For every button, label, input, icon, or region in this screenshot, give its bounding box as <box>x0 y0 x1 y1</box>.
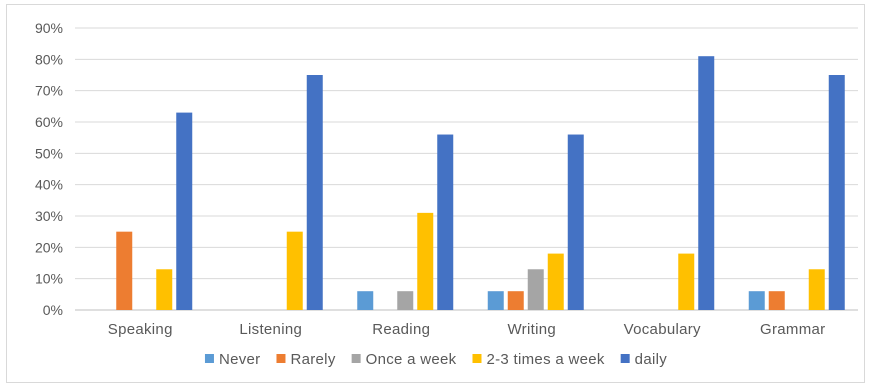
x-category-label: Reading <box>372 321 430 338</box>
bar-once-a-week-writing <box>527 269 544 310</box>
legend-label: 2-3 times a week <box>486 351 604 368</box>
bar-never-grammar <box>748 291 765 310</box>
y-tick-label: 20% <box>35 239 63 255</box>
bars <box>116 56 845 311</box>
x-category-label: Grammar <box>760 321 825 338</box>
bar-2-3-times-a-week-reading <box>417 212 434 310</box>
bar-2-3-times-a-week-speaking <box>156 269 173 310</box>
y-tick-label: 90% <box>35 20 63 36</box>
bar-daily-speaking <box>176 112 193 310</box>
x-category-label: Listening <box>239 321 302 338</box>
bar-daily-vocabulary <box>698 56 715 311</box>
chart-frame <box>6 4 865 383</box>
bar-2-3-times-a-week-writing <box>547 253 564 310</box>
y-tick-label: 50% <box>35 145 63 161</box>
bar-once-a-week-reading <box>397 291 414 310</box>
bar-daily-writing <box>567 134 584 310</box>
y-tick-label: 40% <box>35 177 63 193</box>
x-axis-categories: Speaking Listening Reading Writing Vocabular… <box>108 321 825 338</box>
bar-never-writing <box>487 291 504 310</box>
legend-swatch <box>276 354 286 363</box>
y-tick-label: 10% <box>35 271 63 287</box>
legend-label: Never <box>219 351 261 368</box>
bar-never-reading <box>357 291 374 310</box>
y-axis-ticks: 0% 10% 20% 30% 40% 50% 60% 70% 80% 90% <box>35 20 63 318</box>
legend-label: daily <box>635 351 668 368</box>
y-tick-label: 60% <box>35 114 63 130</box>
y-tick-label: 0% <box>43 302 63 318</box>
y-tick-label: 80% <box>35 51 63 67</box>
legend-swatch <box>351 354 361 363</box>
gridlines <box>75 27 858 311</box>
bar-daily-grammar <box>828 75 845 310</box>
bar-daily-listening <box>306 75 323 310</box>
legend: Never Rarely Once a week 2-3 times a week da… <box>204 351 668 368</box>
bar-daily-reading <box>437 134 454 310</box>
legend-swatch <box>472 354 482 363</box>
y-tick-label: 30% <box>35 208 63 224</box>
x-category-label: Speaking <box>108 321 173 338</box>
y-tick-label: 70% <box>35 83 63 99</box>
x-category-label: Writing <box>508 321 557 338</box>
legend-swatch <box>620 354 630 363</box>
bar-rarely-speaking <box>116 231 133 310</box>
legend-label: Rarely <box>290 351 335 368</box>
legend-swatch <box>204 354 214 363</box>
bar-rarely-writing <box>507 291 524 310</box>
bar-rarely-grammar <box>768 291 785 310</box>
bar-2-3-times-a-week-listening <box>286 231 303 310</box>
x-category-label: Vocabulary <box>624 321 701 338</box>
legend-label: Once a week <box>366 351 457 368</box>
bar-2-3-times-a-week-grammar <box>808 269 825 310</box>
bar-2-3-times-a-week-vocabulary <box>678 253 695 310</box>
